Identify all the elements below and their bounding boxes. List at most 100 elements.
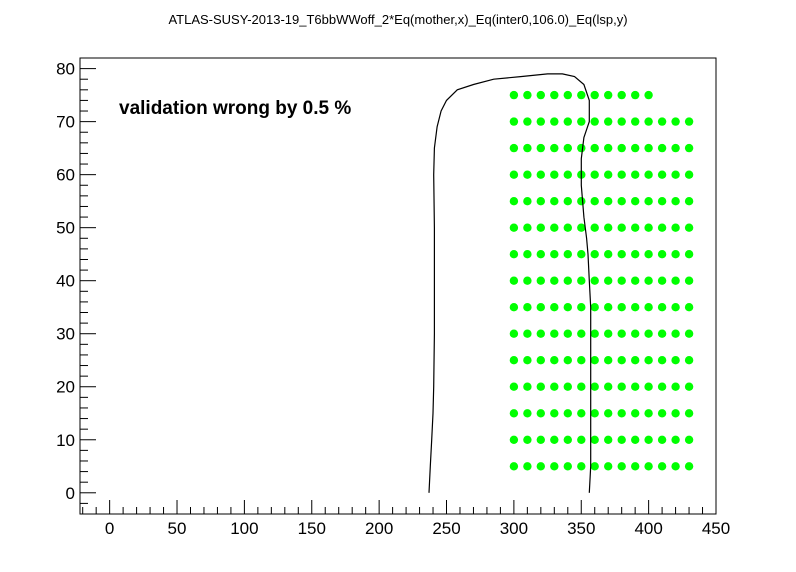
data-point bbox=[577, 462, 586, 471]
x-tick-label: 50 bbox=[168, 519, 187, 538]
data-point bbox=[536, 382, 545, 391]
data-point bbox=[563, 117, 572, 126]
data-point bbox=[550, 197, 559, 206]
data-point bbox=[657, 117, 667, 126]
data-point bbox=[536, 435, 545, 444]
data-point bbox=[523, 223, 532, 232]
data-point bbox=[577, 90, 586, 100]
data-point bbox=[671, 223, 680, 232]
data-point bbox=[671, 197, 680, 206]
plot-area bbox=[509, 90, 694, 471]
data-point bbox=[509, 435, 519, 444]
x-tick-label: 200 bbox=[365, 519, 393, 538]
y-tick-label: 70 bbox=[56, 113, 75, 132]
data-point bbox=[604, 170, 613, 179]
data-point bbox=[671, 170, 680, 179]
data-point bbox=[617, 356, 626, 365]
data-point bbox=[536, 329, 545, 338]
data-point bbox=[671, 276, 680, 285]
data-point bbox=[671, 329, 680, 338]
data-point bbox=[509, 170, 519, 179]
data-point bbox=[631, 117, 640, 126]
data-point bbox=[631, 223, 640, 232]
data-point bbox=[577, 382, 586, 391]
data-point bbox=[536, 303, 545, 312]
data-point bbox=[604, 143, 613, 153]
data-point bbox=[631, 250, 640, 259]
data-point bbox=[604, 276, 613, 285]
data-point bbox=[684, 329, 694, 338]
data-point bbox=[604, 356, 613, 365]
data-point bbox=[509, 356, 519, 365]
data-point bbox=[523, 117, 532, 126]
data-point bbox=[657, 409, 667, 418]
data-point bbox=[644, 382, 653, 391]
data-point bbox=[536, 197, 545, 206]
data-point bbox=[644, 409, 653, 418]
data-point bbox=[536, 117, 545, 126]
data-point bbox=[550, 303, 559, 312]
data-point bbox=[509, 197, 519, 206]
data-point bbox=[563, 143, 572, 153]
data-point bbox=[617, 143, 626, 153]
chart-title: ATLAS-SUSY-2013-19_T6bbWWoff_2*Eq(mother… bbox=[168, 12, 627, 27]
data-point bbox=[509, 462, 519, 471]
data-point bbox=[684, 197, 694, 206]
data-point bbox=[577, 409, 586, 418]
data-point bbox=[604, 303, 613, 312]
data-point bbox=[604, 382, 613, 391]
exclusion-contour bbox=[428, 73, 592, 493]
data-point bbox=[590, 90, 599, 100]
data-point bbox=[644, 250, 653, 259]
data-point bbox=[684, 250, 694, 259]
y-tick-label: 40 bbox=[56, 272, 75, 291]
data-point bbox=[550, 356, 559, 365]
contour-layer bbox=[428, 73, 592, 493]
data-point bbox=[550, 409, 559, 418]
data-point bbox=[577, 276, 586, 285]
data-point bbox=[631, 382, 640, 391]
data-point bbox=[509, 250, 519, 259]
data-point bbox=[631, 435, 640, 444]
data-point bbox=[590, 143, 599, 153]
data-point bbox=[604, 462, 613, 471]
data-point bbox=[577, 303, 586, 312]
data-point bbox=[563, 329, 572, 338]
data-point bbox=[550, 435, 559, 444]
data-point bbox=[617, 250, 626, 259]
data-point bbox=[590, 276, 599, 285]
data-point bbox=[577, 356, 586, 365]
data-point bbox=[577, 197, 586, 206]
data-point bbox=[657, 303, 667, 312]
data-point bbox=[671, 435, 680, 444]
data-point bbox=[563, 435, 572, 444]
data-point bbox=[590, 356, 599, 365]
data-point bbox=[563, 303, 572, 312]
data-point bbox=[604, 197, 613, 206]
data-point bbox=[523, 303, 532, 312]
data-point bbox=[657, 356, 667, 365]
data-point bbox=[523, 329, 532, 338]
data-point bbox=[563, 462, 572, 471]
data-point bbox=[684, 462, 694, 471]
data-point bbox=[563, 250, 572, 259]
data-point bbox=[590, 462, 599, 471]
data-point bbox=[590, 223, 599, 232]
data-point bbox=[563, 276, 572, 285]
data-point bbox=[509, 276, 519, 285]
data-point bbox=[657, 197, 667, 206]
data-point bbox=[550, 382, 559, 391]
data-point bbox=[684, 382, 694, 391]
data-point bbox=[644, 90, 653, 100]
data-point bbox=[536, 462, 545, 471]
y-tick-label: 80 bbox=[56, 60, 75, 79]
data-point bbox=[536, 276, 545, 285]
y-tick-label: 10 bbox=[56, 431, 75, 450]
x-tick-label: 450 bbox=[702, 519, 730, 538]
data-point bbox=[617, 223, 626, 232]
data-point bbox=[563, 197, 572, 206]
data-point bbox=[536, 409, 545, 418]
data-point bbox=[604, 409, 613, 418]
data-point bbox=[671, 303, 680, 312]
data-point bbox=[523, 276, 532, 285]
